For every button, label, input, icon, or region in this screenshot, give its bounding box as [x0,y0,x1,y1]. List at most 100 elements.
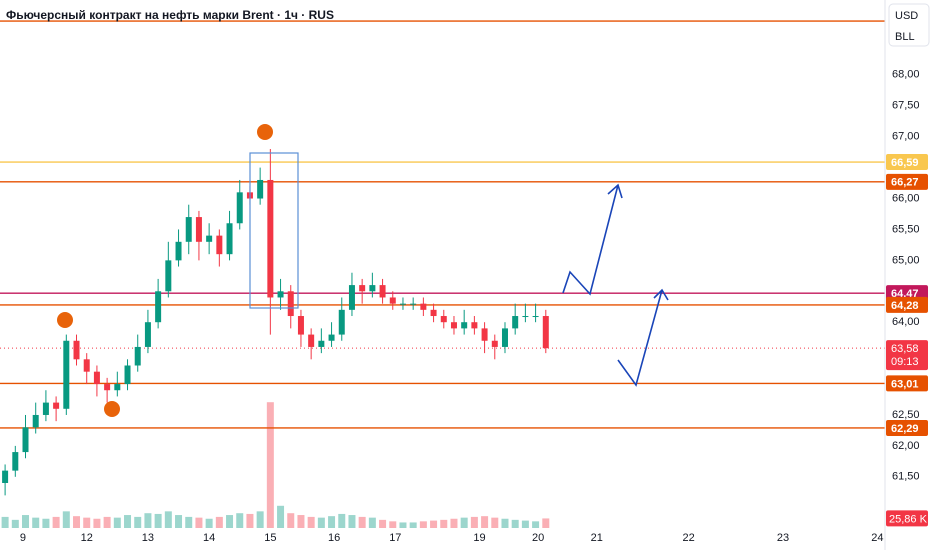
volume-bar [481,516,489,528]
candle-body [155,291,162,323]
candle-body [369,285,376,292]
y-tick-label: 65,00 [892,254,920,266]
plot-area [0,20,885,528]
currency-box[interactable] [888,3,930,47]
volume-bar [52,516,60,528]
x-tick-label: 12 [81,532,93,544]
volume-label: 25,86 K [889,513,928,525]
level-label-bg [886,419,928,436]
x-tick-label: 16 [328,532,340,544]
volume-bar [409,522,417,528]
candle-body [440,316,447,323]
volume-bar [266,402,274,528]
candle-body [328,334,335,341]
level-label-bg [886,154,928,171]
candle-body [63,340,70,409]
volume-bar [328,516,336,528]
volume-bar [236,513,244,528]
volume-bar [470,516,478,528]
level-label: 66,59 [891,157,919,169]
volume-bar [11,519,19,528]
volume-bar [22,515,30,528]
marker [104,401,120,417]
volume-bar [317,517,325,528]
volume-bar [389,521,397,528]
x-tick-label: 13 [142,532,154,544]
candle-body [83,359,90,372]
forecast-arrow [562,183,623,296]
level-label-bg [886,375,928,392]
y-tick-label: 61,50 [892,471,920,483]
y-tick-label: 62,00 [892,440,920,452]
volume-bar [430,520,438,528]
volume-bar [144,513,152,528]
volume-bar [195,517,203,528]
x-tick-label: 19 [473,532,485,544]
last-price-bg [886,340,928,371]
volume-bar [83,517,91,528]
volume-bar [450,518,458,528]
volume-bar [338,513,346,528]
forecast-arrow [617,288,669,387]
countdown-label: 09:13 [891,356,919,368]
volume-bar [368,517,376,528]
candle-body [450,322,457,329]
marker [57,312,73,328]
volume-bar [277,505,285,528]
candle-body [134,346,141,366]
volume-bar [113,517,121,528]
volume-bar [205,518,213,528]
volume-bar [134,516,142,528]
candle-body [410,303,417,305]
candle-body [532,316,539,318]
currency-button[interactable]: USD [895,10,918,22]
x-tick-label: 17 [389,532,401,544]
volume-bar [532,521,540,528]
volume-bar [501,518,509,528]
candle-body [389,297,396,304]
candle-body [308,334,315,347]
candle-body [32,414,39,428]
x-tick-label: 22 [682,532,694,544]
candle-body [318,340,325,347]
level-label: 64,28 [891,300,919,312]
volume-bar [521,520,529,528]
candle-body [297,316,304,335]
level-label: 63,01 [891,378,919,390]
volume-bar [287,513,295,528]
volume-bar [73,516,81,528]
x-tick-label: 21 [591,532,603,544]
y-tick-label: 67,50 [892,100,920,112]
candle-body [12,452,19,471]
volume-bar [348,515,356,528]
volume-bar [93,518,101,528]
volume-bar [1,516,9,528]
volume-bar [185,516,193,528]
candle-body [226,223,233,255]
volume-bar [491,517,499,528]
axis-labels: 68,00 67,50 67,00 66,00 65,50 65,00 64,00 62,50… [20,69,928,544]
highlight-box [249,152,299,309]
volume-bar [42,518,50,528]
y-tick-label: 67,00 [892,131,920,143]
candle-body [471,322,478,329]
currency-button[interactable]: BLL [895,31,915,43]
candle-body [195,217,202,242]
candle-body [267,179,274,298]
candle-body [73,340,80,360]
candle-body [379,285,386,298]
candle-body [522,316,529,318]
candle-body [144,322,151,347]
marker [257,124,273,140]
x-tick-label: 23 [777,532,789,544]
candle-body [42,402,49,415]
candle-body [491,340,498,347]
x-tick-label: 20 [532,532,544,544]
volume-bar [542,518,550,528]
volume-bar [307,516,315,528]
candle-body [53,402,60,409]
volume-bar [154,513,162,528]
volume-label-bg [886,510,928,527]
volume-bar [419,521,427,528]
